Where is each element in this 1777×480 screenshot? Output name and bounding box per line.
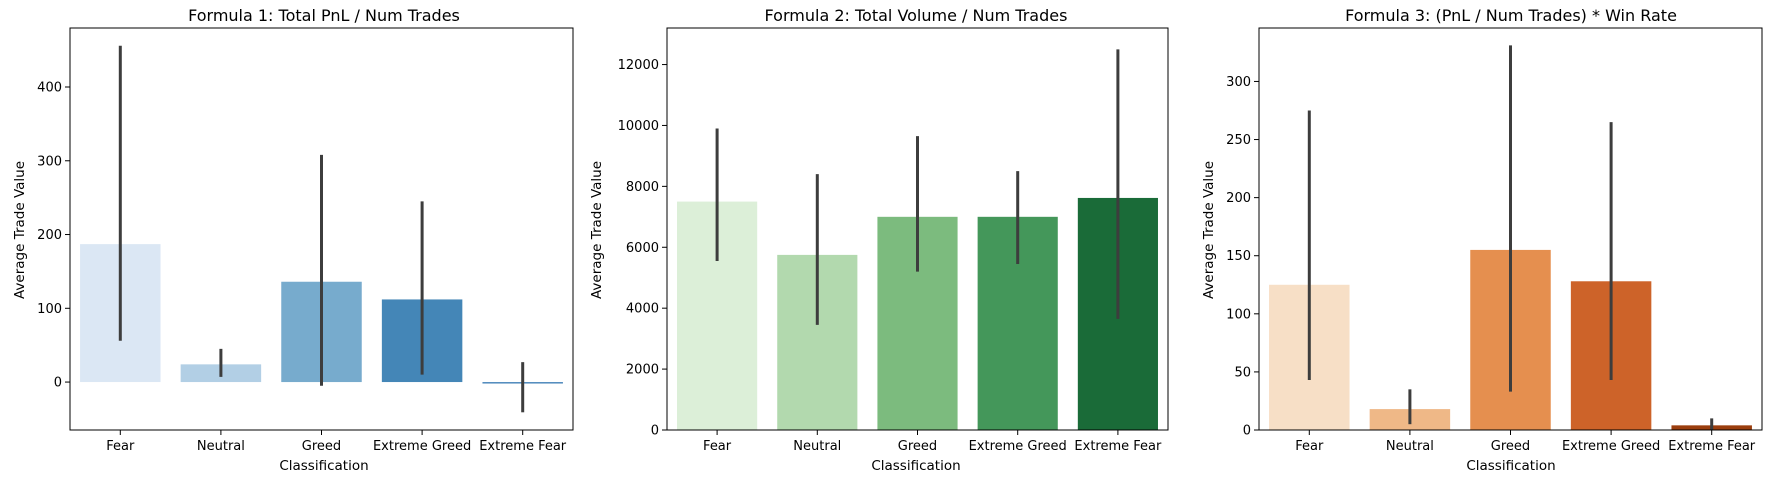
x-tick-label: Neutral: [1386, 439, 1434, 454]
y-tick-label: 100: [1226, 307, 1251, 322]
x-tick-label: Fear: [703, 439, 732, 454]
x-axis-label: Classification: [871, 458, 960, 474]
chart-panel-formula-2: Formula 2: Total Volume / Num Trades Cla…: [589, 6, 1169, 474]
y-tick-label: 50: [1234, 365, 1251, 380]
x-tick-label: Greed: [302, 439, 341, 454]
y-ticks-group: 0 2000 4000 6000 8000 10000 12000: [618, 58, 667, 439]
y-axis-label: Average Trade Value: [1201, 161, 1217, 299]
y-ticks-group: 0 50 100 150 200 250 300: [1226, 75, 1259, 439]
error-bars-group: [715, 49, 1120, 325]
x-axis-label: Classification: [1466, 458, 1555, 474]
x-tick-label: Fear: [1295, 439, 1324, 454]
y-tick-label: 10000: [618, 119, 659, 134]
y-tick-label: 150: [1226, 249, 1251, 264]
x-tick-label: Extreme Fear: [479, 439, 567, 454]
y-tick-label: 300: [1226, 75, 1251, 90]
y-tick-label: 200: [1226, 191, 1251, 206]
x-axis-label: Classification: [279, 458, 368, 474]
x-ticks-group: Fear Neutral Greed Extreme Greed Extreme Fea…: [1295, 430, 1756, 454]
y-tick-label: 400: [37, 81, 62, 96]
y-tick-label: 6000: [626, 241, 659, 256]
y-axis-label: Average Trade Value: [589, 161, 605, 299]
y-tick-label: 0: [651, 424, 659, 439]
chart-title: Formula 3: (PnL / Num Trades) * Win Rate: [1345, 6, 1677, 25]
y-tick-label: 100: [37, 302, 62, 317]
y-tick-label: 2000: [626, 363, 659, 378]
chart-title: Formula 1: Total PnL / Num Trades: [188, 6, 460, 25]
x-tick-label: Neutral: [197, 439, 245, 454]
x-tick-label: Extreme Fear: [1668, 439, 1756, 454]
x-tick-label: Greed: [898, 439, 937, 454]
x-tick-label: Extreme Greed: [373, 439, 471, 454]
x-ticks-group: Fear Neutral Greed Extreme Greed Extreme Fea…: [703, 430, 1162, 454]
x-tick-label: Extreme Greed: [969, 439, 1067, 454]
y-tick-label: 12000: [618, 58, 659, 73]
error-bars-group: [118, 45, 525, 413]
y-tick-label: 0: [1243, 424, 1251, 439]
y-axis-label: Average Trade Value: [12, 161, 28, 299]
error-bars-group: [1307, 45, 1714, 430]
y-tick-label: 8000: [626, 180, 659, 195]
y-tick-label: 4000: [626, 302, 659, 317]
y-tick-label: 200: [37, 228, 62, 243]
y-tick-label: 0: [54, 376, 62, 391]
x-tick-label: Extreme Greed: [1562, 439, 1660, 454]
y-tick-label: 250: [1226, 133, 1251, 148]
x-tick-label: Neutral: [793, 439, 841, 454]
x-tick-label: Fear: [106, 439, 135, 454]
x-tick-label: Greed: [1491, 439, 1530, 454]
x-tick-label: Extreme Fear: [1074, 439, 1162, 454]
chart-panel-formula-1: Formula 1: Total PnL / Num Trades Classi…: [12, 6, 574, 474]
chart-title: Formula 2: Total Volume / Num Trades: [765, 6, 1068, 25]
y-ticks-group: 0 100 200 300 400: [37, 81, 70, 391]
chart-panel-formula-3: Formula 3: (PnL / Num Trades) * Win Rate…: [1201, 6, 1763, 474]
x-ticks-group: Fear Neutral Greed Extreme Greed Extreme Fea…: [106, 430, 567, 454]
y-tick-label: 300: [37, 154, 62, 169]
